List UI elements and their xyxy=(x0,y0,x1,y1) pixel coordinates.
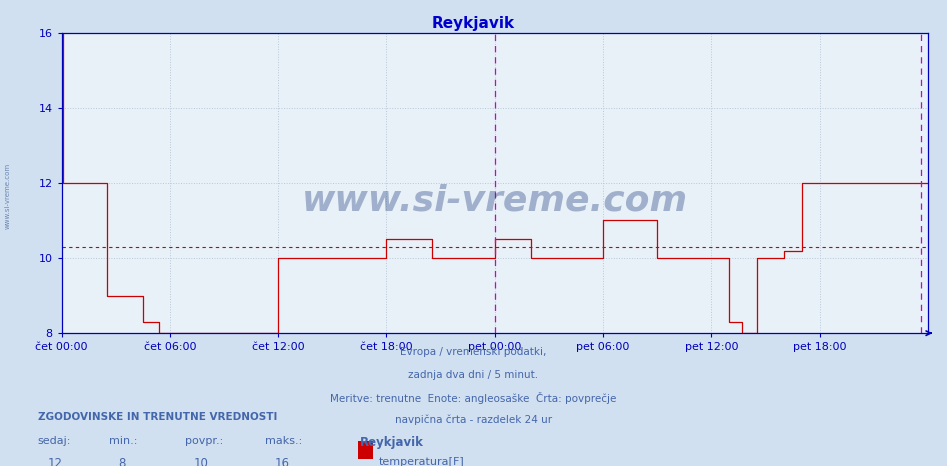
Text: 8: 8 xyxy=(118,457,126,466)
Text: 16: 16 xyxy=(275,457,290,466)
Text: min.:: min.: xyxy=(109,436,137,445)
Text: sedaj:: sedaj: xyxy=(38,436,71,445)
Text: temperatura[F]: temperatura[F] xyxy=(379,457,465,466)
Text: povpr.:: povpr.: xyxy=(185,436,223,445)
Text: Reykjavik: Reykjavik xyxy=(432,16,515,31)
Text: 12: 12 xyxy=(47,457,63,466)
Text: Reykjavik: Reykjavik xyxy=(360,436,423,449)
Text: www.si-vreme.com: www.si-vreme.com xyxy=(302,184,688,218)
Text: Evropa / vremenski podatki,: Evropa / vremenski podatki, xyxy=(401,347,546,357)
Text: 10: 10 xyxy=(194,457,209,466)
Text: navpična črta - razdelek 24 ur: navpična črta - razdelek 24 ur xyxy=(395,414,552,425)
Text: zadnja dva dni / 5 minut.: zadnja dva dni / 5 minut. xyxy=(408,370,539,379)
Text: maks.:: maks.: xyxy=(265,436,302,445)
Text: www.si-vreme.com: www.si-vreme.com xyxy=(5,163,10,229)
Text: ZGODOVINSKE IN TRENUTNE VREDNOSTI: ZGODOVINSKE IN TRENUTNE VREDNOSTI xyxy=(38,412,277,422)
Text: Meritve: trenutne  Enote: angleosaške  Črta: povprečje: Meritve: trenutne Enote: angleosaške Črt… xyxy=(331,392,616,404)
